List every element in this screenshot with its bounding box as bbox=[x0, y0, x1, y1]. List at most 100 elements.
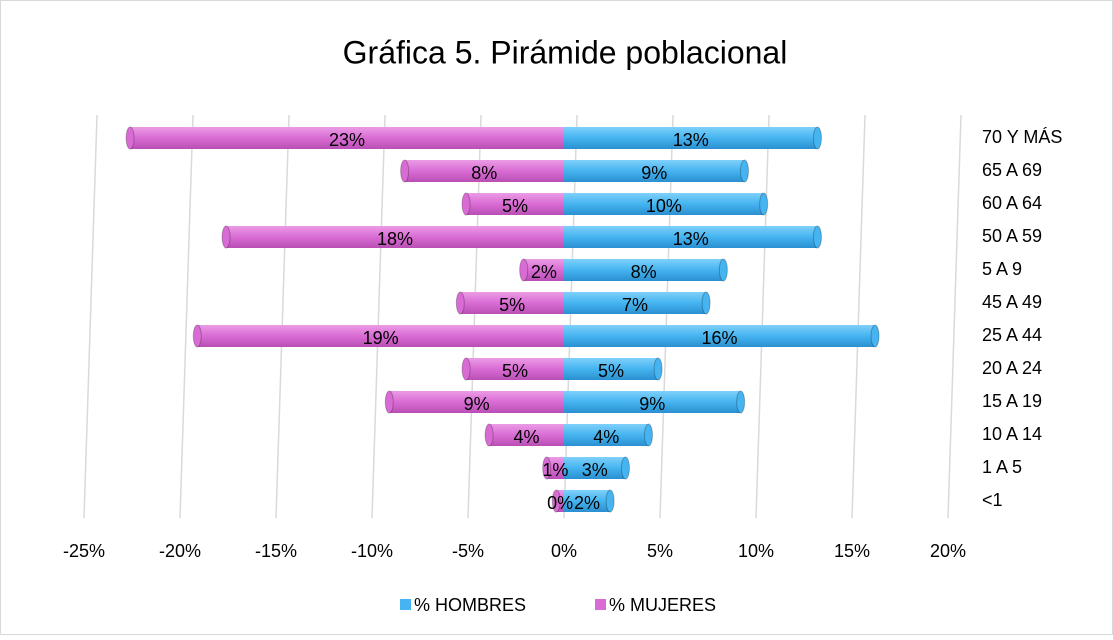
bar-cap bbox=[605, 489, 615, 513]
x-tick-label: 0% bbox=[551, 541, 577, 561]
data-label: 13% bbox=[673, 229, 709, 249]
bar bbox=[564, 127, 818, 149]
data-label: 2% bbox=[574, 493, 600, 513]
x-tick-label: -5% bbox=[452, 541, 484, 561]
x-tick-label: 15% bbox=[834, 541, 870, 561]
y-tick-label: 50 A 59 bbox=[982, 226, 1042, 246]
data-label: 1% bbox=[542, 460, 568, 480]
grid-line bbox=[467, 114, 482, 519]
x-tick-label: -25% bbox=[63, 541, 105, 561]
bar-cap bbox=[812, 225, 822, 249]
data-label: 18% bbox=[377, 229, 413, 249]
grid-line bbox=[179, 114, 194, 519]
legend-label: % HOMBRES bbox=[414, 595, 526, 615]
bar-cap bbox=[643, 423, 653, 447]
data-label: 9% bbox=[641, 163, 667, 183]
data-label: 19% bbox=[363, 328, 399, 348]
data-label: 4% bbox=[514, 427, 540, 447]
bar bbox=[546, 457, 564, 479]
grid-line bbox=[563, 114, 578, 519]
data-label: 0% bbox=[547, 493, 573, 513]
legend-swatch bbox=[595, 599, 606, 610]
y-tick-label: 65 A 69 bbox=[982, 160, 1042, 180]
data-label: 7% bbox=[622, 295, 648, 315]
legend-label: % MUJERES bbox=[609, 595, 716, 615]
bar bbox=[404, 160, 564, 182]
bar-cap bbox=[519, 258, 529, 282]
bar bbox=[564, 424, 649, 446]
bar bbox=[197, 325, 564, 347]
bar-cap bbox=[736, 390, 746, 414]
x-tick-label: 20% bbox=[930, 541, 966, 561]
grid-line bbox=[659, 114, 674, 519]
y-tick-label: 20 A 24 bbox=[982, 358, 1042, 378]
bar-cap bbox=[812, 126, 822, 150]
data-label: 23% bbox=[329, 130, 365, 150]
data-label: 9% bbox=[639, 394, 665, 414]
data-label: 3% bbox=[582, 460, 608, 480]
bar bbox=[564, 160, 745, 182]
bar-cap bbox=[653, 357, 663, 381]
data-label: 5% bbox=[502, 196, 528, 216]
bar bbox=[389, 391, 564, 413]
bar bbox=[564, 490, 611, 512]
bar bbox=[564, 193, 764, 215]
grid-line bbox=[83, 114, 98, 519]
bar-cap bbox=[461, 192, 471, 216]
bar-cap bbox=[718, 258, 728, 282]
bar bbox=[226, 226, 564, 248]
data-label: 10% bbox=[646, 196, 682, 216]
bar bbox=[130, 127, 564, 149]
y-tick-label: 60 A 64 bbox=[982, 193, 1042, 213]
bar-cap bbox=[400, 159, 410, 183]
data-label: 4% bbox=[593, 427, 619, 447]
y-tick-label: <1 bbox=[982, 490, 1003, 510]
chart-title: Gráfica 5. Pirámide poblacional bbox=[343, 34, 788, 70]
bar bbox=[564, 391, 741, 413]
y-tick-label: 15 A 19 bbox=[982, 391, 1042, 411]
grid-line bbox=[851, 114, 866, 519]
grid-line bbox=[275, 114, 290, 519]
y-tick-label: 1 A 5 bbox=[982, 457, 1022, 477]
bar-cap bbox=[484, 423, 494, 447]
bar bbox=[466, 358, 564, 380]
x-tick-label: -10% bbox=[351, 541, 393, 561]
bar-cap bbox=[620, 456, 630, 480]
bar-cap bbox=[455, 291, 465, 315]
data-label: 8% bbox=[471, 163, 497, 183]
bar-cap bbox=[384, 390, 394, 414]
bar-cap bbox=[870, 324, 880, 348]
bar bbox=[564, 292, 707, 314]
bar-cap bbox=[461, 357, 471, 381]
x-tick-label: 10% bbox=[738, 541, 774, 561]
data-label: 5% bbox=[502, 361, 528, 381]
y-tick-label: 25 A 44 bbox=[982, 325, 1042, 345]
x-tick-label: -20% bbox=[159, 541, 201, 561]
grid-line bbox=[371, 114, 386, 519]
bar-cap bbox=[739, 159, 749, 183]
data-label: 16% bbox=[702, 328, 738, 348]
data-label: 8% bbox=[631, 262, 657, 282]
bar-cap bbox=[192, 324, 202, 348]
bar-cap bbox=[551, 489, 561, 513]
bar-cap bbox=[542, 456, 552, 480]
bar bbox=[564, 259, 724, 281]
bar bbox=[489, 424, 564, 446]
bar bbox=[523, 259, 564, 281]
bar-cap bbox=[759, 192, 769, 216]
x-tick-label: 5% bbox=[647, 541, 673, 561]
x-tick-label: -15% bbox=[255, 541, 297, 561]
bar-cap bbox=[221, 225, 231, 249]
bar-cap bbox=[125, 126, 135, 150]
y-tick-label: 5 A 9 bbox=[982, 259, 1022, 279]
data-label: 5% bbox=[499, 295, 525, 315]
bar bbox=[466, 193, 564, 215]
y-tick-label: 10 A 14 bbox=[982, 424, 1042, 444]
data-label: 5% bbox=[598, 361, 624, 381]
bar bbox=[460, 292, 564, 314]
grid-line bbox=[755, 114, 770, 519]
bar bbox=[564, 457, 626, 479]
bar bbox=[564, 226, 818, 248]
